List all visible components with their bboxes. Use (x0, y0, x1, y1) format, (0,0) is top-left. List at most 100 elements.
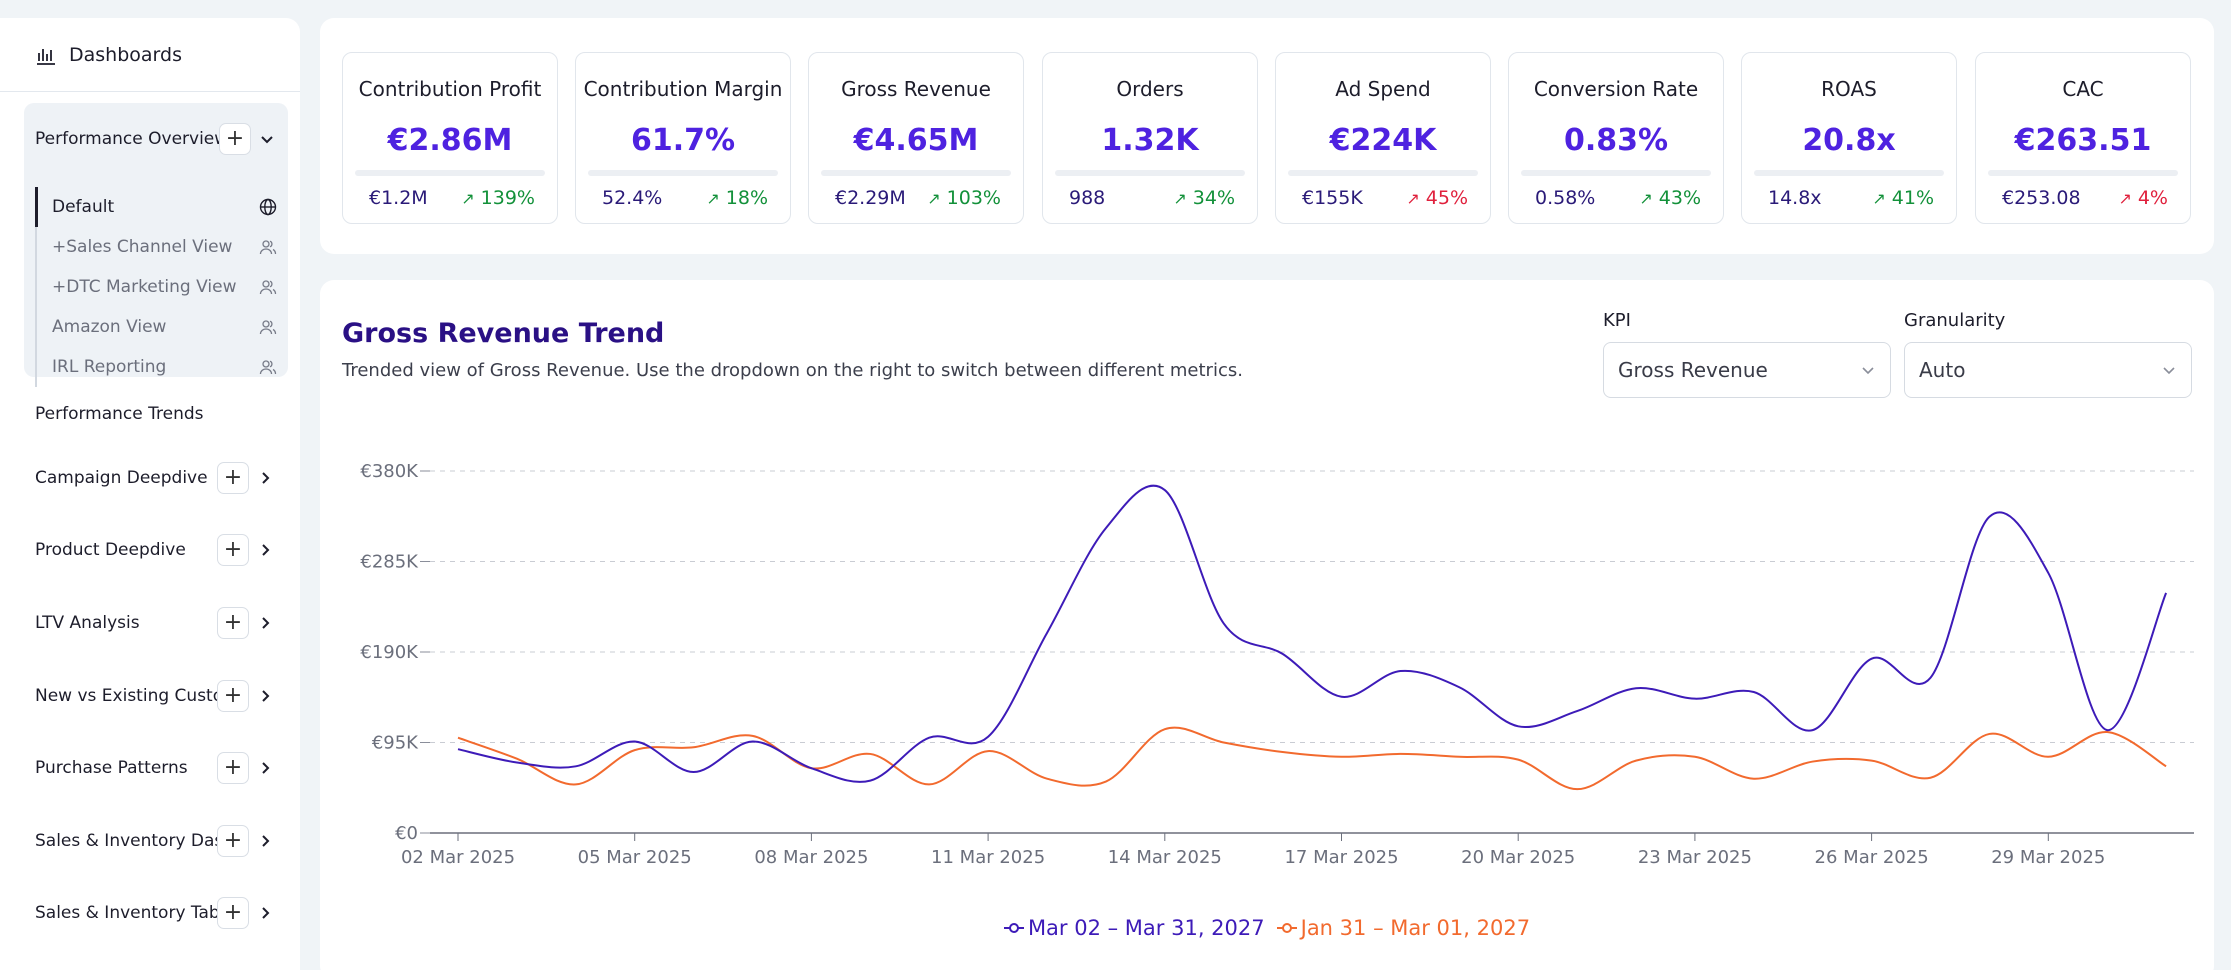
granularity-select[interactable]: Auto (1904, 342, 2192, 398)
view-label: IRL Reporting (52, 357, 167, 377)
kpi-card-conversion-rate[interactable]: Conversion Rate 0.83% 0.58% ↗ 43% (1508, 52, 1724, 224)
view-item-default[interactable]: Default (35, 187, 277, 227)
sidebar-item-sales-inventory-table[interactable]: Sales & Inventory Table + (35, 895, 285, 931)
view-item-sales-channel[interactable]: +Sales Channel View (37, 227, 277, 267)
kpi-panel: Contribution Profit €2.86M €1.2M ↗ 139% C… (320, 18, 2214, 254)
legend-item-current[interactable]: Mar 02 – Mar 31, 2027 (1003, 916, 1265, 940)
kpi-previous-value: €2.29M (835, 187, 906, 209)
kpi-name: Contribution Profit (358, 77, 542, 101)
kpi-select-value: Gross Revenue (1618, 358, 1768, 382)
kpi-change: ↗ 43% (1639, 187, 1701, 209)
kpi-card-cac[interactable]: CAC €263.51 €253.08 ↗ 4% (1975, 52, 2191, 224)
line-chart[interactable]: €0 €95K €190K €285K €380K 02 Mar 2025 05 Mar 2… (320, 280, 2214, 900)
arrow-up-right-icon: ↗ (1173, 188, 1187, 208)
kpi-name: Contribution Margin (583, 77, 783, 101)
chevron-right-icon[interactable] (253, 829, 277, 853)
kpi-change-value: 103% (946, 187, 1001, 209)
view-item-amazon[interactable]: Amazon View (37, 307, 277, 347)
sidebar-item-sales-inventory-dashboard[interactable]: Sales & Inventory Dashboard + (35, 823, 285, 859)
kpi-card-contribution-margin[interactable]: Contribution Margin 61.7% 52.4% ↗ 18% (575, 52, 791, 224)
legend-item-previous[interactable]: Jan 31 – Mar 01, 2027 (1276, 916, 1531, 940)
kpi-card-contribution-profit[interactable]: Contribution Profit €2.86M €1.2M ↗ 139% (342, 52, 558, 224)
chart-legend: Mar 02 – Mar 31, 2027 Jan 31 – Mar 01, 2… (320, 916, 2214, 940)
kpi-name: Orders (1116, 77, 1184, 101)
sidebar-item-product-deepdive[interactable]: Product Deepdive + (35, 532, 285, 568)
sidebar-item-performance-trends[interactable]: Performance Trends (35, 396, 285, 432)
kpi-card-roas[interactable]: ROAS 20.8x 14.8x ↗ 41% (1741, 52, 1957, 224)
chevron-right-icon[interactable] (253, 901, 277, 925)
kpi-value: 1.32K (1101, 123, 1199, 158)
sidebar-item-purchase-patterns[interactable]: Purchase Patterns + (35, 750, 285, 786)
kpi-divider (1288, 170, 1478, 176)
sidebar-item-new-vs-existing[interactable]: New vs Existing Customers + (35, 678, 285, 714)
y-tick-label: €190K (360, 642, 419, 663)
chevron-right-icon[interactable] (253, 756, 277, 780)
kpi-previous-value: 52.4% (602, 187, 663, 209)
kpi-change: ↗ 18% (706, 187, 768, 209)
chart-panel: Gross Revenue Trend Trended view of Gros… (320, 280, 2214, 970)
kpi-name: Gross Revenue (841, 77, 991, 101)
kpi-card-gross-revenue[interactable]: Gross Revenue €4.65M €2.29M ↗ 103% (808, 52, 1024, 224)
chart-title: Gross Revenue Trend (342, 318, 665, 349)
sidebar-item-campaign-deepdive[interactable]: Campaign Deepdive + (35, 460, 285, 496)
chevron-right-icon[interactable] (253, 466, 277, 490)
view-label: +DTC Marketing View (52, 277, 237, 297)
kpi-change-value: 139% (480, 187, 535, 209)
chevron-right-icon[interactable] (253, 538, 277, 562)
kpi-change-value: 4% (2137, 187, 2168, 209)
performance-overview-header[interactable]: Performance Overview + (35, 121, 285, 157)
sidebar-item-ltv-analysis[interactable]: LTV Analysis + (35, 605, 285, 641)
series-line-previous (457, 726, 2167, 791)
kpi-card-ad-spend[interactable]: Ad Spend €224K €155K ↗ 45% (1275, 52, 1491, 224)
chevron-right-icon[interactable] (253, 611, 277, 635)
kpi-change: ↗ 34% (1173, 187, 1235, 209)
legend-label: Jan 31 – Mar 01, 2027 (1300, 916, 1531, 940)
kpi-select[interactable]: Gross Revenue (1603, 342, 1891, 398)
granularity-select-label: Granularity (1904, 310, 2006, 331)
kpi-previous-value: €155K (1302, 187, 1363, 209)
y-tick-label: €95K (372, 733, 419, 754)
add-view-button[interactable]: + (217, 897, 249, 929)
view-item-irl-reporting[interactable]: IRL Reporting (37, 347, 277, 387)
kpi-previous-value: 0.58% (1535, 187, 1596, 209)
x-tick-label: 11 Mar 2025 (931, 847, 1045, 868)
kpi-change: ↗ 139% (461, 187, 535, 209)
kpi-value: €263.51 (2014, 123, 2152, 158)
kpi-card-orders[interactable]: Orders 1.32K 988 ↗ 34% (1042, 52, 1258, 224)
sidebar: Dashboards Performance Overview + Defaul… (0, 18, 300, 970)
granularity-select-value: Auto (1919, 358, 1966, 382)
kpi-change-value: 43% (1658, 187, 1701, 209)
kpi-change-value: 34% (1192, 187, 1235, 209)
chevron-right-icon[interactable] (253, 684, 277, 708)
chevron-down-icon[interactable] (255, 127, 279, 151)
kpi-previous-value: €253.08 (2002, 187, 2081, 209)
sidebar-title: Dashboards (69, 43, 182, 66)
add-view-button[interactable]: + (217, 607, 249, 639)
nav-label: Sales & Inventory Table (35, 903, 217, 923)
kpi-change-value: 41% (1891, 187, 1934, 209)
kpi-change-value: 18% (725, 187, 768, 209)
users-icon (259, 240, 277, 255)
sidebar-header[interactable]: Dashboards (0, 18, 300, 92)
kpi-previous-value: 988 (1069, 187, 1106, 209)
add-view-button[interactable]: + (217, 534, 249, 566)
bar-chart-icon (37, 48, 55, 65)
kpi-value: €224K (1329, 123, 1437, 158)
add-view-button[interactable]: + (217, 680, 249, 712)
add-view-button[interactable]: + (217, 752, 249, 784)
group-label: Performance Overview (35, 129, 219, 149)
add-view-button[interactable]: + (217, 825, 249, 857)
kpi-change: ↗ 103% (927, 187, 1001, 209)
x-tick-label: 02 Mar 2025 (401, 847, 515, 868)
nav-label: Performance Trends (35, 404, 204, 424)
x-tick-label: 05 Mar 2025 (578, 847, 692, 868)
add-view-button[interactable]: + (217, 462, 249, 494)
nav-label: Campaign Deepdive (35, 468, 208, 488)
chevron-down-icon (2163, 367, 2175, 375)
kpi-previous-value: €1.2M (369, 187, 428, 209)
view-item-dtc-marketing[interactable]: +DTC Marketing View (37, 267, 277, 307)
kpi-value: 0.83% (1563, 123, 1669, 158)
add-view-button[interactable]: + (219, 123, 251, 155)
x-tick-label: 23 Mar 2025 (1638, 847, 1752, 868)
nav-label: Product Deepdive (35, 540, 186, 560)
